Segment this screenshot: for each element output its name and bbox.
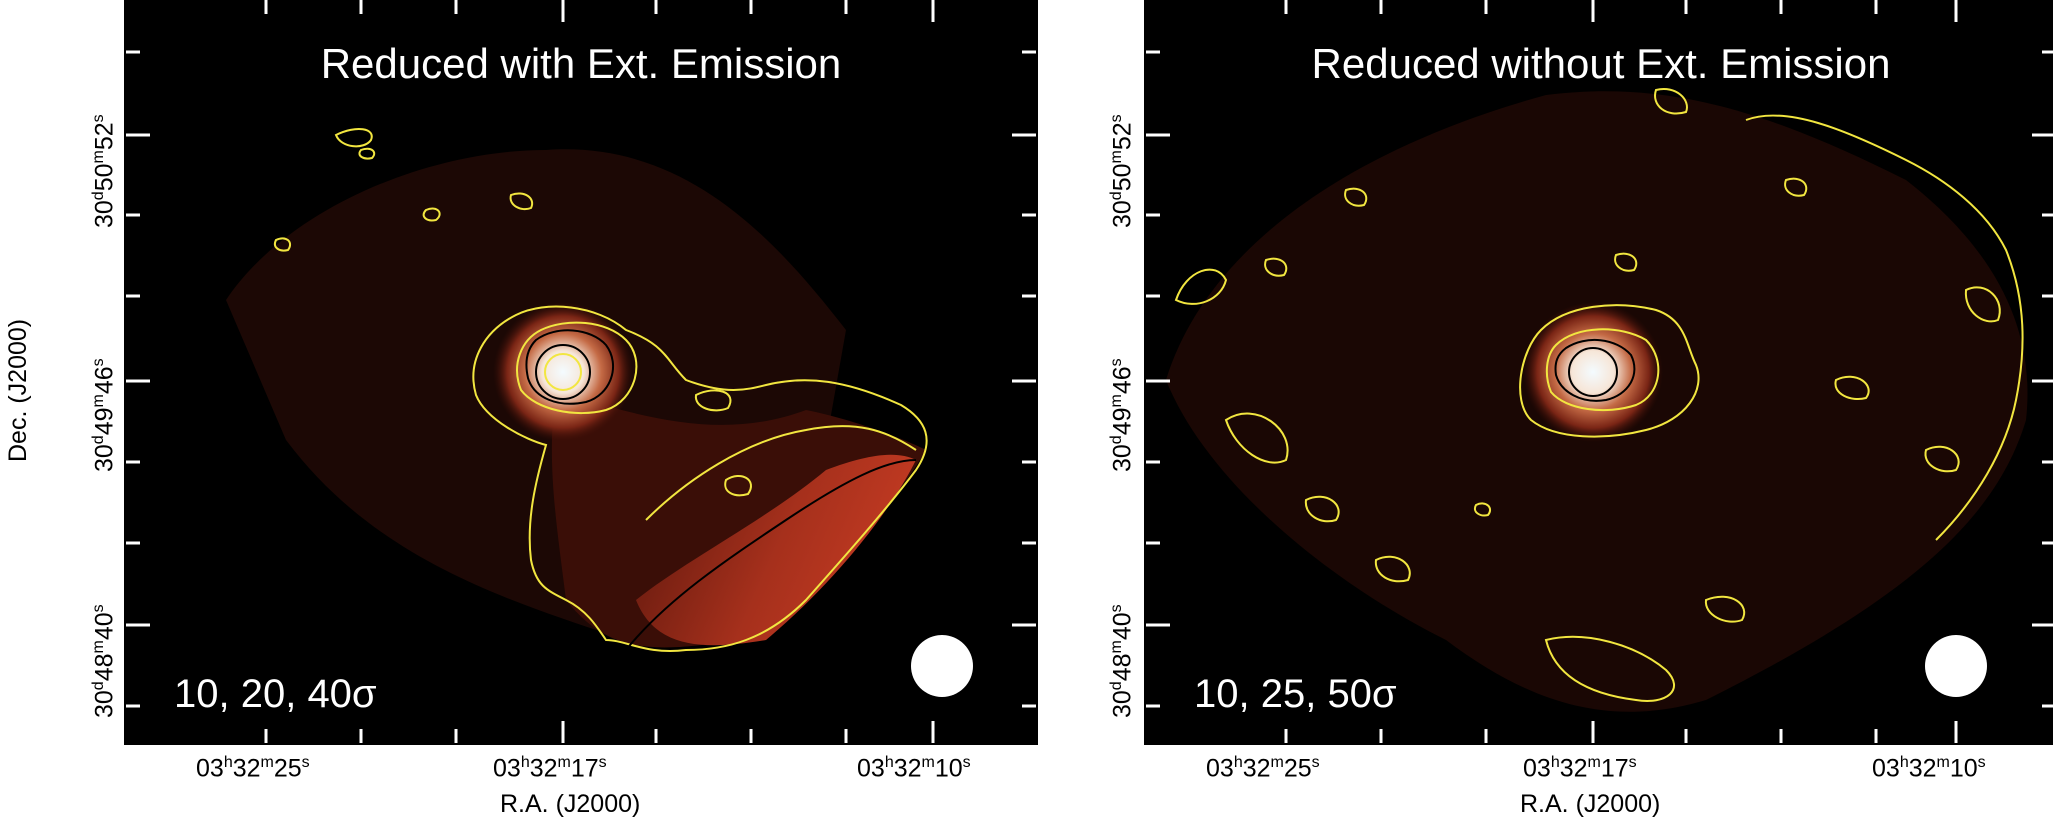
contour-levels-label: 10, 25, 50σ [1194,672,1397,716]
dec-tick-label-40: 30d48m40s [90,604,119,718]
dec-tick-label-46: 30d49m46s [90,358,119,472]
dec-tick-label-46-right: 30d49m46s [1108,358,1137,472]
dec-tick-label-52: 30d50m52s [90,114,119,228]
contours-outer [1174,88,2024,702]
ra-tick-label-17-right: 03h32m17s [1523,754,1637,783]
map-panel-with-ext-emission: Reduced with Ext. Emission 10, 20, 40σ [124,0,1038,745]
x-axis-title: R.A. (J2000) [500,790,641,818]
source-core [1523,302,1663,442]
dec-tick-label-52-right: 30d50m52s [1108,114,1137,228]
x-axis-title-right: R.A. (J2000) [1520,790,1661,818]
panel-title: Reduced without Ext. Emission [1311,40,1891,87]
y-axis-title: Dec. (J2000) [4,318,32,462]
contours-outer [274,128,928,652]
ra-tick-label-25-right: 03h32m25s [1206,754,1320,783]
contours-inner [525,329,917,651]
ra-tick-label-17: 03h32m17s [493,754,607,783]
ra-tick-label-25: 03h32m25s [196,754,310,783]
ra-tick-label-10: 03h32m10s [857,754,971,783]
contours-inner [1554,338,1636,402]
beam-ellipse-icon [911,635,973,697]
map-image-right [1146,0,2053,743]
contour-levels-label: 10, 20, 40σ [174,672,377,716]
ra-tick-label-10-right: 03h32m10s [1872,754,1986,783]
map-image-left [126,0,1036,743]
emission-streak [636,454,916,646]
map-panel-without-ext-emission: Reduced without Ext. Emission 10, 25, 50… [1144,0,2053,745]
panel-title: Reduced with Ext. Emission [320,40,842,87]
core-contour [544,353,582,391]
axis-ticks-left [126,0,1036,743]
dec-tick-label-40-right: 30d48m40s [1108,604,1137,718]
beam-ellipse-icon [1925,635,1987,697]
emission-plateau [551,390,926,648]
axis-ticks-right [1146,0,2053,743]
